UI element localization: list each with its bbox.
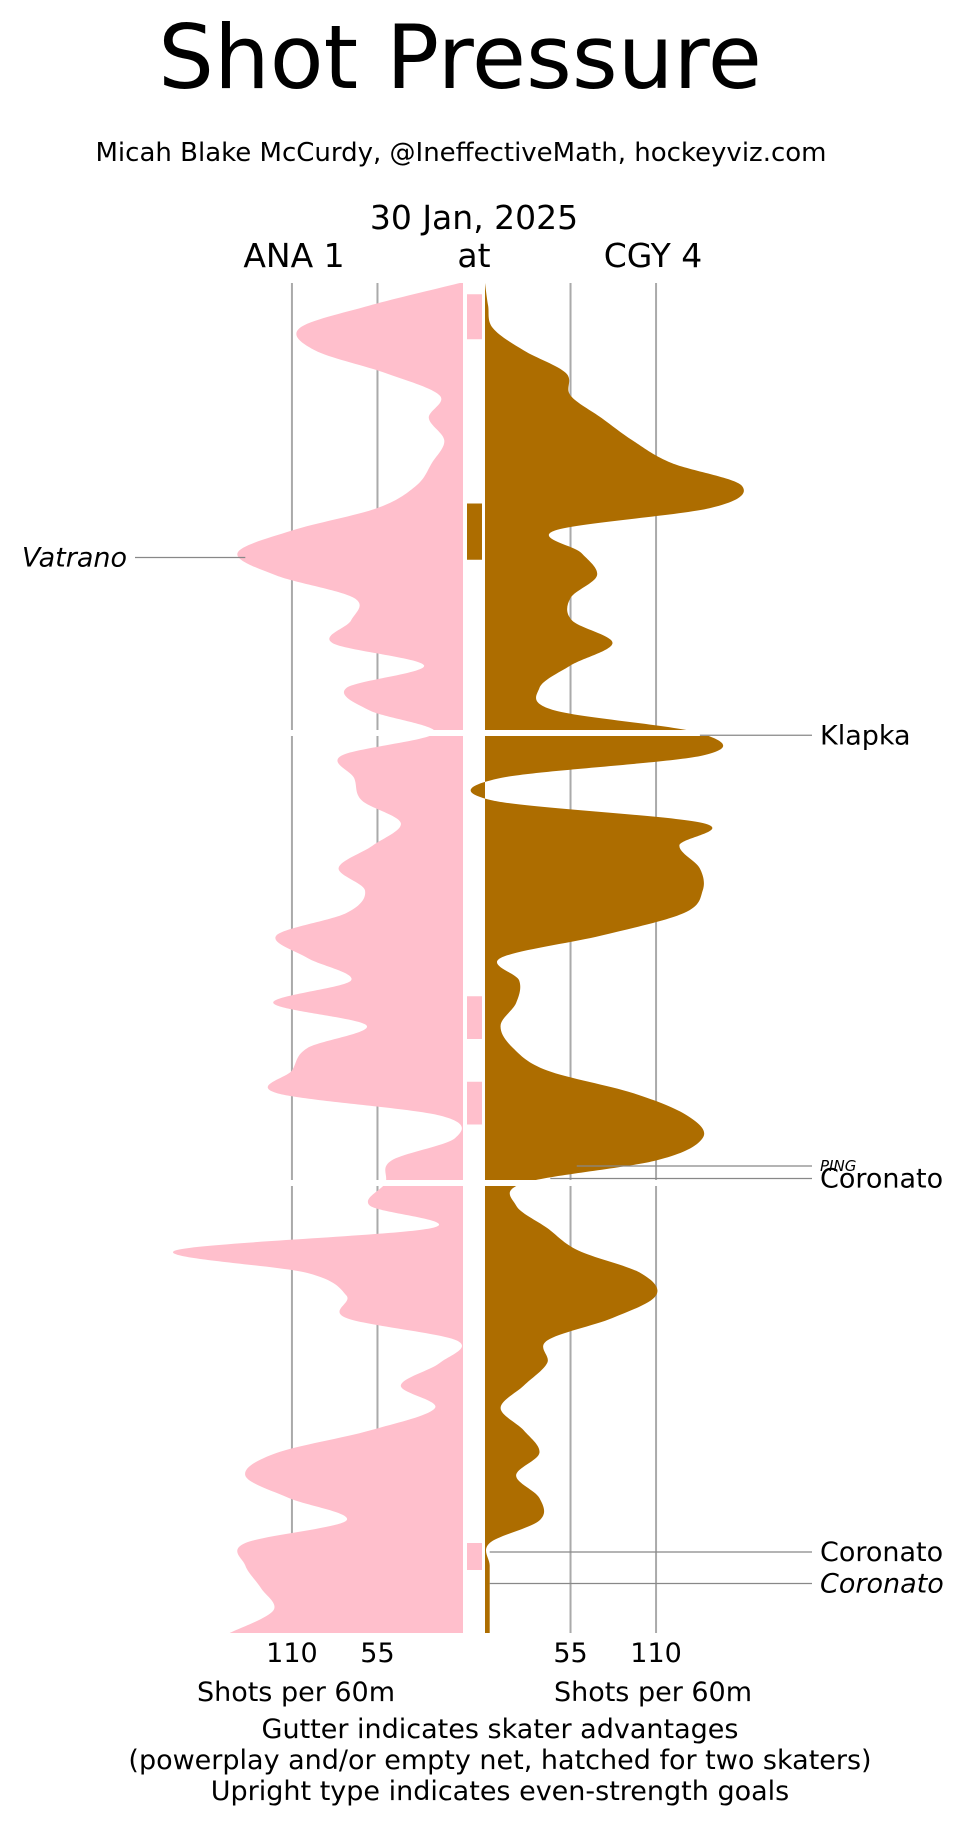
gutter-bar-4 — [467, 1543, 482, 1570]
home-team-label: CGY 4 — [604, 236, 703, 275]
x-axis-label-right: Shots per 60m — [554, 1677, 752, 1708]
x-tick-left-55: 55 — [360, 1638, 394, 1669]
gutter-bar-1 — [467, 503, 482, 560]
x-axis-label-left: Shots per 60m — [197, 1677, 395, 1708]
period-divider-2 — [230, 1180, 710, 1186]
cgy-shot-area — [470, 283, 744, 1633]
gutter-advantages — [467, 294, 482, 1570]
x-tick-left-110: 110 — [266, 1638, 318, 1669]
x-tick-right-110: 110 — [630, 1638, 682, 1669]
ana-shot-area — [172, 283, 463, 1633]
chart-subtitle: Micah Blake McCurdy, @IneffectiveMath, h… — [96, 138, 827, 168]
shot-areas — [172, 283, 744, 1633]
goal-label-5: Coronato — [820, 1569, 944, 1600]
goal-label-4: Coronato — [820, 1537, 943, 1568]
gutter-bar-3 — [467, 1081, 482, 1125]
gutter-bar-2 — [467, 996, 482, 1039]
x-tick-right-55: 55 — [553, 1638, 587, 1669]
gutter-bar-0 — [467, 294, 482, 340]
footer-line-2: (powerplay and/or empty net, hatched for… — [128, 1745, 871, 1776]
goal-label-3: Coronato — [820, 1164, 943, 1195]
away-team-label: ANA 1 — [243, 236, 344, 275]
x-tick-labels: 110 110 55 55 — [266, 1638, 682, 1669]
footer-line-1: Gutter indicates skater advantages — [262, 1714, 739, 1745]
chart-title: Shot Pressure — [158, 6, 762, 109]
period-dividers — [230, 730, 710, 1186]
goal-label-1: Klapka — [820, 720, 911, 751]
period-divider-1 — [230, 730, 710, 736]
goal-labels: VatranoKlapkaPINGCoronatoCoronatoCoronat… — [22, 543, 944, 1600]
game-date: 30 Jan, 2025 — [370, 198, 578, 237]
at-label: at — [457, 236, 490, 275]
goal-label-0: Vatrano — [22, 543, 127, 574]
goal-label-2: PING — [820, 1157, 856, 1175]
footer-line-3: Upright type indicates even-strength goa… — [211, 1776, 789, 1807]
